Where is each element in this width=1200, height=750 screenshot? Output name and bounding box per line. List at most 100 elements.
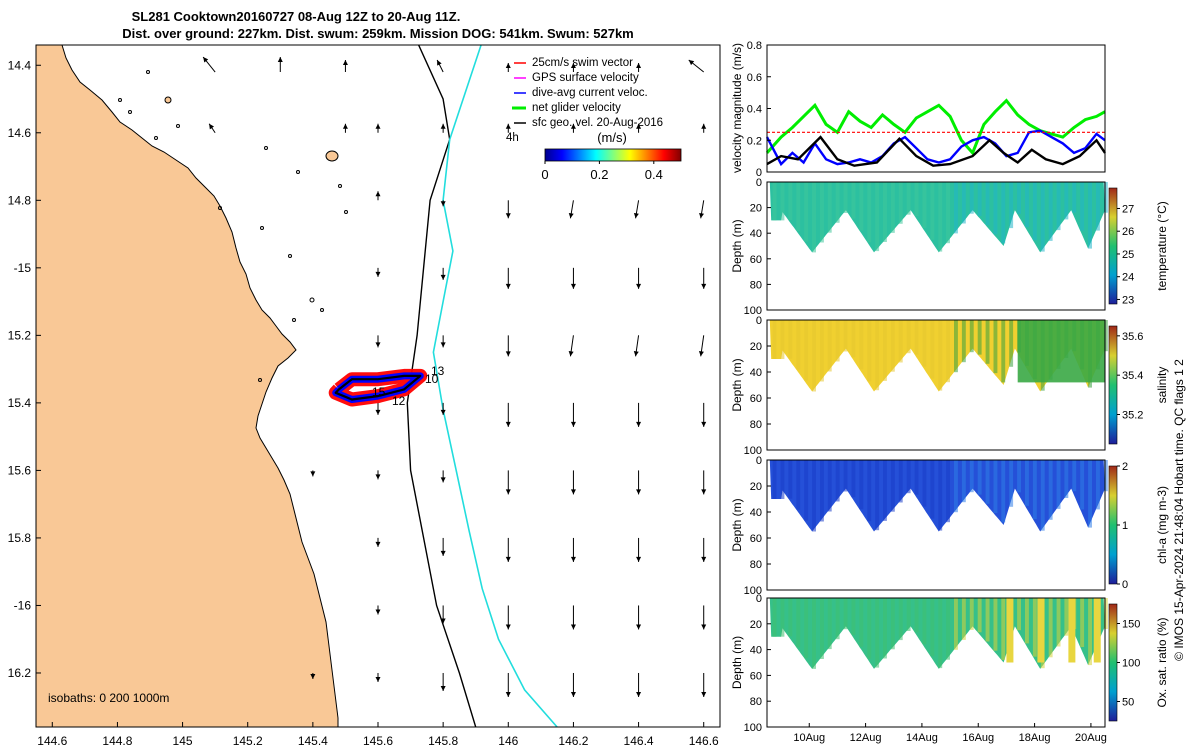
section-y-tick-label: 60	[750, 533, 762, 545]
map-x-tick-label: 145.6	[363, 734, 393, 748]
current-vector	[570, 672, 576, 697]
section-stripe	[772, 460, 777, 499]
map-y-ticks: 14.4 14.6 14.8 -15 15.2 15.4 15.6 15.8 -16 16.2	[8, 58, 41, 680]
section-stripe	[1096, 182, 1100, 231]
section-y-tick-label: 20	[750, 619, 762, 631]
section-stripe	[780, 320, 785, 359]
legend-swim: 25cm/s swim vector	[532, 57, 633, 69]
section-stripe	[922, 598, 927, 645]
section-stripe	[788, 598, 793, 637]
section-stripe	[780, 598, 785, 637]
map-x-tick-label: 145.8	[428, 734, 458, 748]
section-stripe	[843, 320, 848, 352]
current-vector	[505, 267, 511, 289]
map-x-tick-label: 144.8	[102, 734, 132, 748]
map-y-tick-label: 15.2	[8, 328, 32, 342]
current-vector	[436, 59, 444, 73]
current-vector	[699, 200, 705, 219]
section-stripe	[938, 460, 943, 531]
velocity-series-line	[766, 135, 1106, 167]
section-stripe	[938, 598, 943, 669]
section-stripe	[969, 598, 974, 630]
section-cb-tick-label: 2	[1122, 461, 1128, 473]
map-y-tick-label: 14.8	[8, 193, 32, 207]
section-frame	[766, 319, 1106, 451]
section-stripe	[914, 182, 919, 217]
current-vector	[701, 605, 707, 630]
section-stripe	[1080, 460, 1085, 510]
current-vector	[375, 123, 381, 133]
section-stripe	[843, 182, 848, 213]
section-cblabel: chl-a (mg m-3)	[1155, 486, 1169, 564]
section-stripe	[1080, 182, 1085, 231]
section-x-tick-label: 18Aug	[1019, 732, 1051, 744]
current-vector	[310, 470, 316, 477]
current-vector	[633, 200, 640, 219]
section-stripe	[843, 598, 848, 630]
section-stripe	[1017, 182, 1021, 214]
section-stripe	[835, 320, 840, 362]
section-stripe	[1088, 460, 1092, 528]
current-vector	[440, 470, 446, 483]
velocity-series-line	[765, 129, 1106, 167]
section-cb-tick-label: 26	[1122, 226, 1134, 238]
track-path	[334, 374, 422, 401]
section-stripe	[867, 182, 872, 243]
map-y-tick-label: 16.2	[8, 666, 32, 680]
section-stripe	[835, 598, 840, 640]
section-oxygen-high	[1068, 598, 1076, 663]
section-ylabel: Depth (m)	[730, 498, 744, 551]
section-stripe	[1040, 460, 1045, 531]
section-stripe	[1103, 320, 1108, 352]
section-stripe	[796, 320, 801, 370]
section-stripe	[820, 598, 824, 659]
current-vector	[570, 402, 576, 427]
section-stripe	[843, 460, 848, 492]
map-cb-tick-label: 0.2	[590, 167, 608, 182]
section-colorbar	[1108, 465, 1118, 585]
section-stripe	[1040, 182, 1045, 252]
section-stripe	[1009, 182, 1014, 229]
section-y-tick-label: 20	[750, 341, 762, 353]
current-vector	[277, 57, 283, 73]
section-stripe	[938, 320, 943, 391]
section-stripe	[804, 598, 809, 659]
current-vector	[505, 537, 511, 562]
current-vector	[375, 191, 381, 201]
section-stripe	[812, 320, 816, 392]
track-label-15: 15	[372, 385, 386, 399]
section-y-tick-label: 0	[756, 177, 762, 189]
section-stripe	[867, 460, 872, 522]
section-stripe	[883, 598, 887, 659]
current-vector	[570, 63, 576, 73]
current-vector	[570, 267, 576, 289]
section-cb-tick-label: 35.6	[1122, 331, 1143, 343]
section-stripe	[835, 182, 840, 223]
section-ylabel: Depth (m)	[730, 219, 744, 272]
map-y-tick-label: 15.8	[8, 531, 32, 545]
section-oxygen: 0 20 40 60 80 100 Depth (m) 50 100 150 Ox. sat. ra…	[730, 593, 1169, 744]
section-frame	[766, 181, 1106, 311]
section-stripe	[946, 320, 950, 383]
map-y-tick-label: 15.6	[8, 463, 32, 477]
section-colorbar	[1108, 325, 1118, 445]
map-panel: SL281 Cooktown20160727 08-Aug 12Z to 20-…	[8, 9, 721, 748]
section-stripe	[883, 460, 887, 521]
section-stripe	[875, 182, 880, 252]
section-stripe	[827, 320, 832, 372]
section-cb-tick-label: 0	[1122, 579, 1128, 591]
section-y-tick-label: 80	[750, 279, 762, 291]
section-stripe	[875, 320, 880, 391]
map-colorbar-label: (m/s)	[597, 130, 627, 145]
section-x-tick-label: 20Aug	[1075, 732, 1107, 744]
velocity-y-tick-label: 0.4	[747, 104, 762, 116]
section-stripe	[961, 182, 966, 224]
current-vector	[570, 123, 576, 133]
section-stripe	[1072, 460, 1077, 492]
section-y-tick-label: 0	[756, 315, 762, 327]
section-stripe	[977, 460, 982, 495]
section-stripe	[796, 460, 801, 510]
section-stripe	[993, 182, 998, 235]
